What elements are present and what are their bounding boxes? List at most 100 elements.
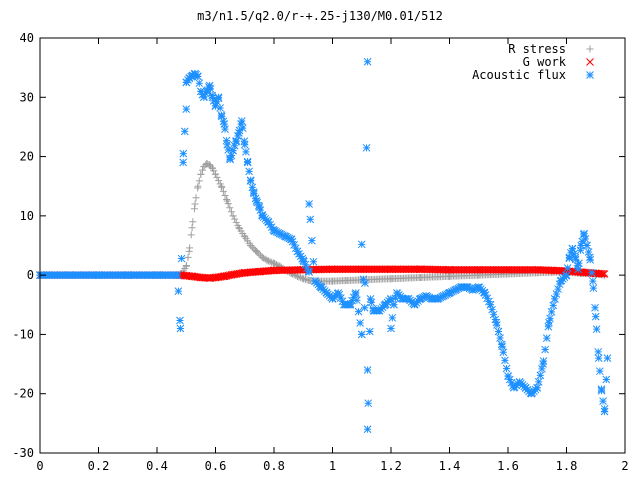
legend-marker <box>586 58 594 66</box>
data-point <box>357 330 366 339</box>
data-point <box>548 266 556 275</box>
data-point <box>232 218 240 226</box>
data-point <box>328 295 337 303</box>
data-point <box>305 200 313 208</box>
data-point <box>574 265 583 274</box>
data-point <box>283 233 292 242</box>
data-point <box>153 271 161 279</box>
data-point <box>443 290 451 299</box>
data-point <box>277 230 286 239</box>
data-point <box>336 294 345 302</box>
data-point <box>496 334 504 342</box>
data-point <box>556 277 565 285</box>
data-point <box>235 129 243 137</box>
data-point <box>369 306 378 315</box>
data-point <box>445 265 454 274</box>
data-point <box>488 305 496 314</box>
data-point <box>594 354 603 362</box>
data-point <box>454 284 463 293</box>
data-point <box>533 265 542 274</box>
data-point <box>197 87 205 96</box>
data-point <box>195 79 204 88</box>
data-point <box>293 247 302 256</box>
data-point <box>234 132 242 140</box>
y-tick-label: -30 <box>12 446 34 460</box>
y-tick-label: 40 <box>20 31 34 45</box>
data-point <box>446 272 453 280</box>
data-point <box>226 155 234 164</box>
data-point <box>359 275 368 284</box>
data-point <box>387 265 395 274</box>
data-point <box>493 321 501 329</box>
data-point <box>527 389 536 398</box>
data-point <box>521 383 530 392</box>
data-point <box>363 57 372 66</box>
data-point <box>364 399 373 408</box>
data-point <box>211 273 220 282</box>
data-point <box>301 260 310 269</box>
data-point <box>200 163 208 171</box>
data-point <box>534 378 543 386</box>
data-point <box>201 89 210 98</box>
data-point <box>499 348 508 357</box>
data-point <box>305 268 313 277</box>
data-point <box>329 277 336 285</box>
data-point <box>597 386 606 395</box>
data-point <box>451 286 460 294</box>
data-point <box>223 140 232 149</box>
data-point <box>303 264 311 272</box>
data-point <box>367 298 376 307</box>
data-point <box>474 265 483 274</box>
data-point <box>357 240 366 249</box>
data-point <box>179 158 188 167</box>
data-point <box>258 253 266 261</box>
data-point <box>586 253 594 262</box>
data-point <box>266 220 274 229</box>
data-point <box>209 96 218 105</box>
data-point <box>188 272 196 281</box>
data-point <box>235 126 244 135</box>
data-point <box>299 256 308 265</box>
data-point <box>270 226 278 235</box>
data-point <box>410 300 419 309</box>
data-point <box>305 276 313 284</box>
data-point <box>194 72 202 81</box>
data-point <box>546 314 554 323</box>
data-point <box>206 161 214 169</box>
data-point <box>592 325 601 333</box>
data-point <box>419 293 427 302</box>
series-g-work <box>36 265 609 282</box>
data-point <box>197 170 205 178</box>
data-point <box>570 249 578 258</box>
data-point <box>388 313 397 322</box>
data-point <box>504 265 512 274</box>
data-point <box>213 97 221 106</box>
data-point <box>237 117 246 125</box>
data-point <box>230 141 239 150</box>
x-tick-label: 0.8 <box>263 459 285 473</box>
data-point <box>287 235 296 244</box>
y-tick-label: 20 <box>20 150 34 164</box>
data-point <box>316 283 325 291</box>
data-point <box>603 354 612 362</box>
x-tick-label: 1.2 <box>380 459 402 473</box>
data-point <box>602 375 611 384</box>
data-point <box>501 356 509 365</box>
data-point <box>188 224 196 232</box>
y-tick-label: 30 <box>20 90 34 104</box>
data-point <box>231 215 239 223</box>
data-point <box>545 318 553 327</box>
data-point <box>470 285 479 294</box>
legend-marker <box>586 71 594 79</box>
data-point <box>190 205 198 213</box>
data-point <box>288 237 297 246</box>
data-point <box>123 271 132 279</box>
data-point <box>242 147 250 156</box>
data-point <box>189 218 197 226</box>
data-point <box>552 290 561 298</box>
data-point <box>185 247 193 255</box>
data-point <box>387 275 395 283</box>
data-point <box>247 242 255 249</box>
